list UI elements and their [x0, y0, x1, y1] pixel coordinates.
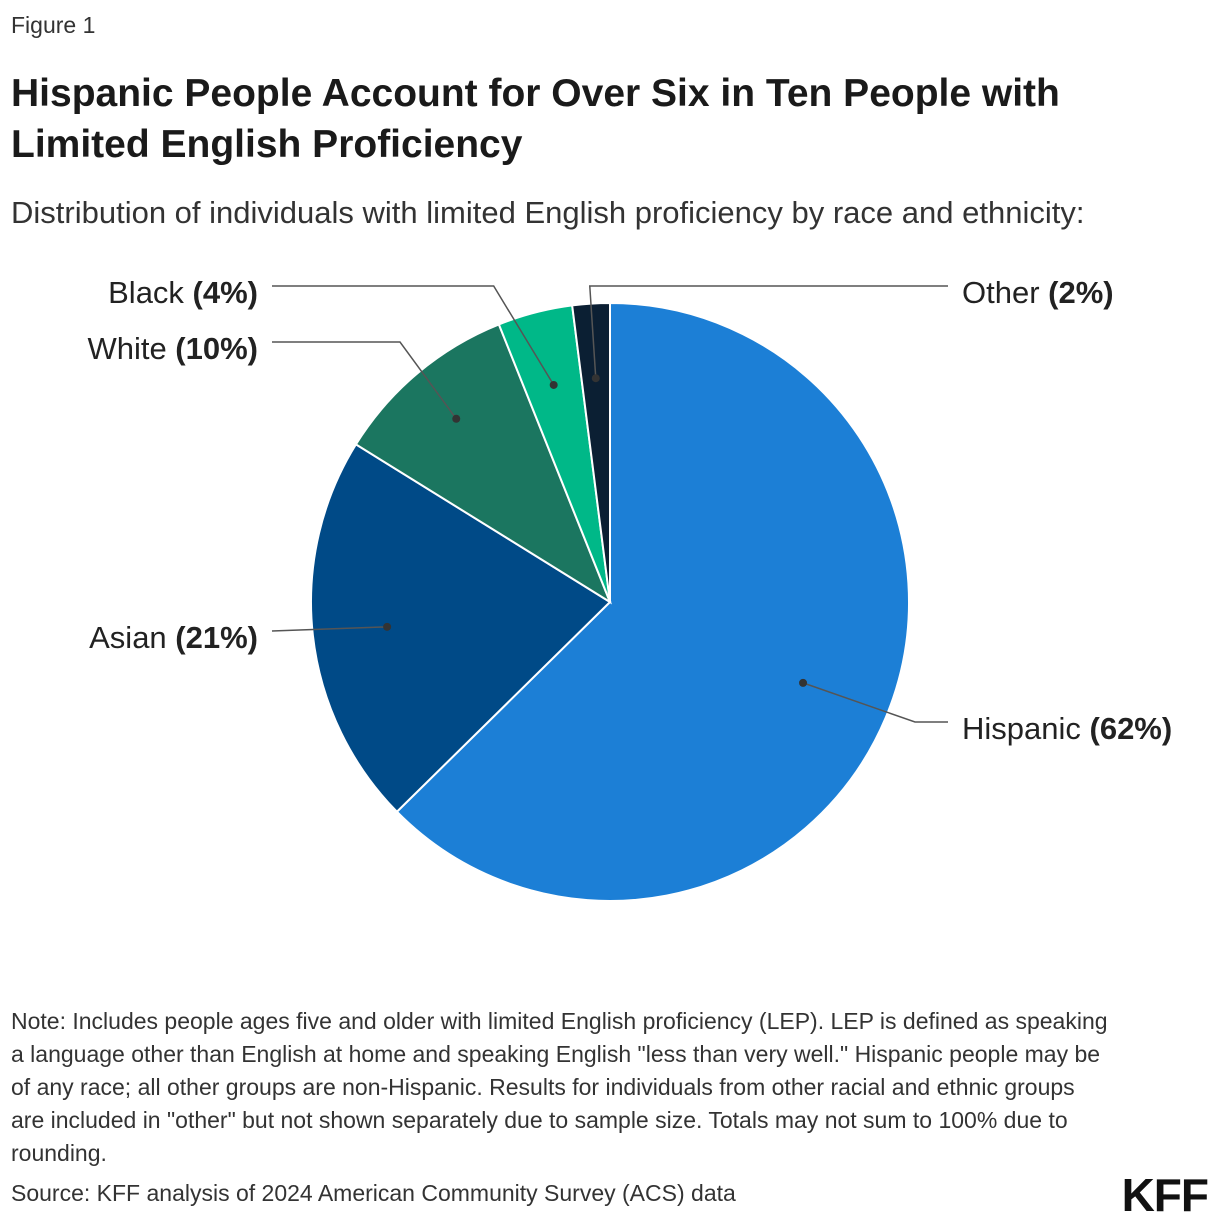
slice-label-name: Other	[962, 275, 1048, 310]
figure-label: Figure 1	[11, 12, 96, 38]
slice-label-value: (21%)	[175, 620, 258, 655]
leader-dot-black	[549, 380, 558, 389]
leader-lines	[271, 285, 948, 723]
slice-label-value: (62%)	[1090, 711, 1173, 746]
pie-chart: Hispanic (62%) Asian (21%) White (10%) Blac…	[87, 275, 1172, 902]
leader-line-other	[588, 285, 948, 379]
slice-labels: Hispanic (62%) Asian (21%) White (10%) Blac…	[87, 275, 1172, 746]
pie-slice-asian	[310, 442, 612, 814]
leader-line-hispanic	[802, 682, 948, 723]
pie-slice-hispanic	[395, 301, 910, 902]
pie-slices	[310, 301, 910, 902]
chart-note: Note: Includes people ages five and olde…	[11, 1008, 1108, 1166]
leader-line-asian	[271, 626, 388, 632]
leader-dot-hispanic	[799, 678, 808, 687]
slice-label-other: Other (2%)	[962, 275, 1114, 310]
slice-label-black: Black (4%)	[108, 275, 258, 310]
kff-logo: KFF	[1121, 1169, 1209, 1221]
slice-label-value: (2%)	[1048, 275, 1113, 310]
slice-label-hispanic: Hispanic (62%)	[962, 711, 1172, 746]
leader-line-black	[272, 285, 555, 386]
slice-label-asian: Asian (21%)	[89, 620, 258, 655]
leader-dot-other	[591, 374, 600, 383]
slice-label-white: White (10%)	[87, 331, 258, 366]
slice-label-value: (10%)	[175, 331, 258, 366]
chart-subtitle: Distribution of individuals with limited…	[11, 195, 1085, 230]
slice-label-name: Asian	[89, 620, 175, 655]
chart-source: Source: KFF analysis of 2024 American Co…	[11, 1180, 736, 1206]
chart-title: Hispanic People Account for Over Six in …	[11, 72, 1060, 166]
leader-dot-asian	[383, 622, 392, 631]
pie-slice-white	[354, 323, 613, 605]
slice-label-value: (4%)	[193, 275, 258, 310]
slice-label-name: Black	[108, 275, 192, 310]
leader-dot-white	[452, 414, 461, 423]
leader-line-white	[272, 341, 457, 420]
slice-label-name: Hispanic	[962, 711, 1090, 746]
slice-label-name: White	[87, 331, 175, 366]
